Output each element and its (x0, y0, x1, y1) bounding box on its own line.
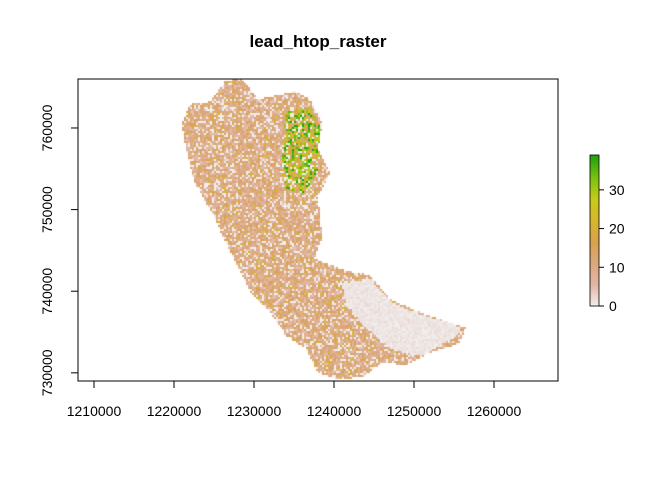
legend-swatch (590, 288, 599, 292)
legend-swatch (590, 215, 599, 219)
legend-swatch (590, 190, 599, 194)
legend-swatch (590, 263, 599, 267)
legend-swatch (590, 182, 599, 186)
legend-swatch (590, 197, 599, 201)
x-tick-label: 1240000 (307, 403, 362, 419)
legend-swatch (590, 202, 599, 206)
legend-swatch (590, 295, 599, 300)
legend-swatch (590, 210, 599, 214)
legend-swatch (590, 300, 599, 305)
legend-swatch (590, 205, 599, 209)
legend-swatch (590, 217, 599, 222)
legend-swatch (590, 248, 599, 252)
legend-swatch (590, 250, 599, 254)
legend-swatch (590, 160, 599, 164)
x-tick-label: 1230000 (227, 403, 282, 419)
legend-swatch (590, 278, 599, 282)
legend-swatch (590, 227, 599, 232)
legend-swatch (590, 303, 599, 307)
legend-swatch (590, 180, 599, 184)
legend-swatch (590, 298, 599, 302)
legend-swatch (590, 195, 599, 199)
legend-swatch (590, 290, 599, 295)
y-tick-label: 760000 (39, 104, 55, 151)
chart-title: lead_htop_raster (250, 32, 387, 51)
legend-swatch (590, 165, 599, 169)
legend-swatch (590, 200, 599, 204)
legend-swatch (590, 222, 599, 227)
x-tick-label: 1210000 (67, 403, 122, 419)
legend-swatch (590, 265, 599, 269)
legend-swatch (590, 255, 599, 259)
color-legend: 0 10 20 30 (589, 154, 625, 314)
legend-swatch (590, 170, 599, 174)
legend-swatch (590, 207, 599, 211)
legend-swatch (590, 235, 599, 239)
legend-swatch (590, 162, 599, 166)
legend-swatch (590, 167, 599, 171)
x-tick-label: 1260000 (467, 403, 522, 419)
y-tick-label: 730000 (39, 349, 55, 396)
y-tick-label: 750000 (39, 186, 55, 233)
legend-swatch (590, 192, 599, 196)
legend-tick-label: 10 (609, 259, 625, 275)
legend-swatch (590, 230, 599, 234)
legend-swatch (590, 225, 599, 229)
legend-swatch (590, 275, 599, 279)
legend-swatch (590, 212, 599, 216)
legend-swatch (590, 258, 599, 262)
legend-swatch (590, 268, 599, 272)
legend-swatch (590, 240, 599, 244)
legend-swatch (590, 187, 599, 191)
legend-tick-label: 30 (609, 182, 625, 198)
x-tick-label: 1250000 (387, 403, 442, 419)
legend-swatch (590, 285, 599, 289)
legend-tick-label: 20 (609, 221, 625, 237)
y-axis: 730000 740000 750000 760000 (39, 104, 79, 396)
legend-swatch (590, 185, 599, 189)
legend-swatch (590, 220, 599, 224)
legend-swatch (590, 243, 599, 247)
legend-swatch (590, 283, 599, 287)
legend-swatch (590, 238, 599, 242)
legend-tick-label: 0 (609, 298, 617, 314)
legend-swatch (590, 157, 599, 161)
legend-swatch (590, 280, 599, 284)
legend-swatch (590, 245, 599, 249)
legend-swatch (590, 253, 599, 257)
legend-swatch (590, 177, 599, 181)
y-tick-label: 740000 (39, 268, 55, 315)
raster-cells (78, 79, 558, 381)
legend-swatch (590, 260, 599, 264)
legend-swatch (590, 293, 599, 297)
legend-swatch (590, 273, 599, 277)
raster-image (78, 79, 558, 381)
legend-swatch (590, 172, 599, 176)
legend-swatch (590, 175, 599, 179)
x-axis: 1210000 1220000 1230000 1240000 1250000 12600… (67, 380, 522, 419)
legend-swatch (590, 233, 599, 237)
legend-swatch (590, 155, 599, 159)
legend-frame (589, 154, 600, 307)
x-tick-label: 1220000 (147, 403, 202, 419)
legend-swatch (590, 270, 599, 274)
